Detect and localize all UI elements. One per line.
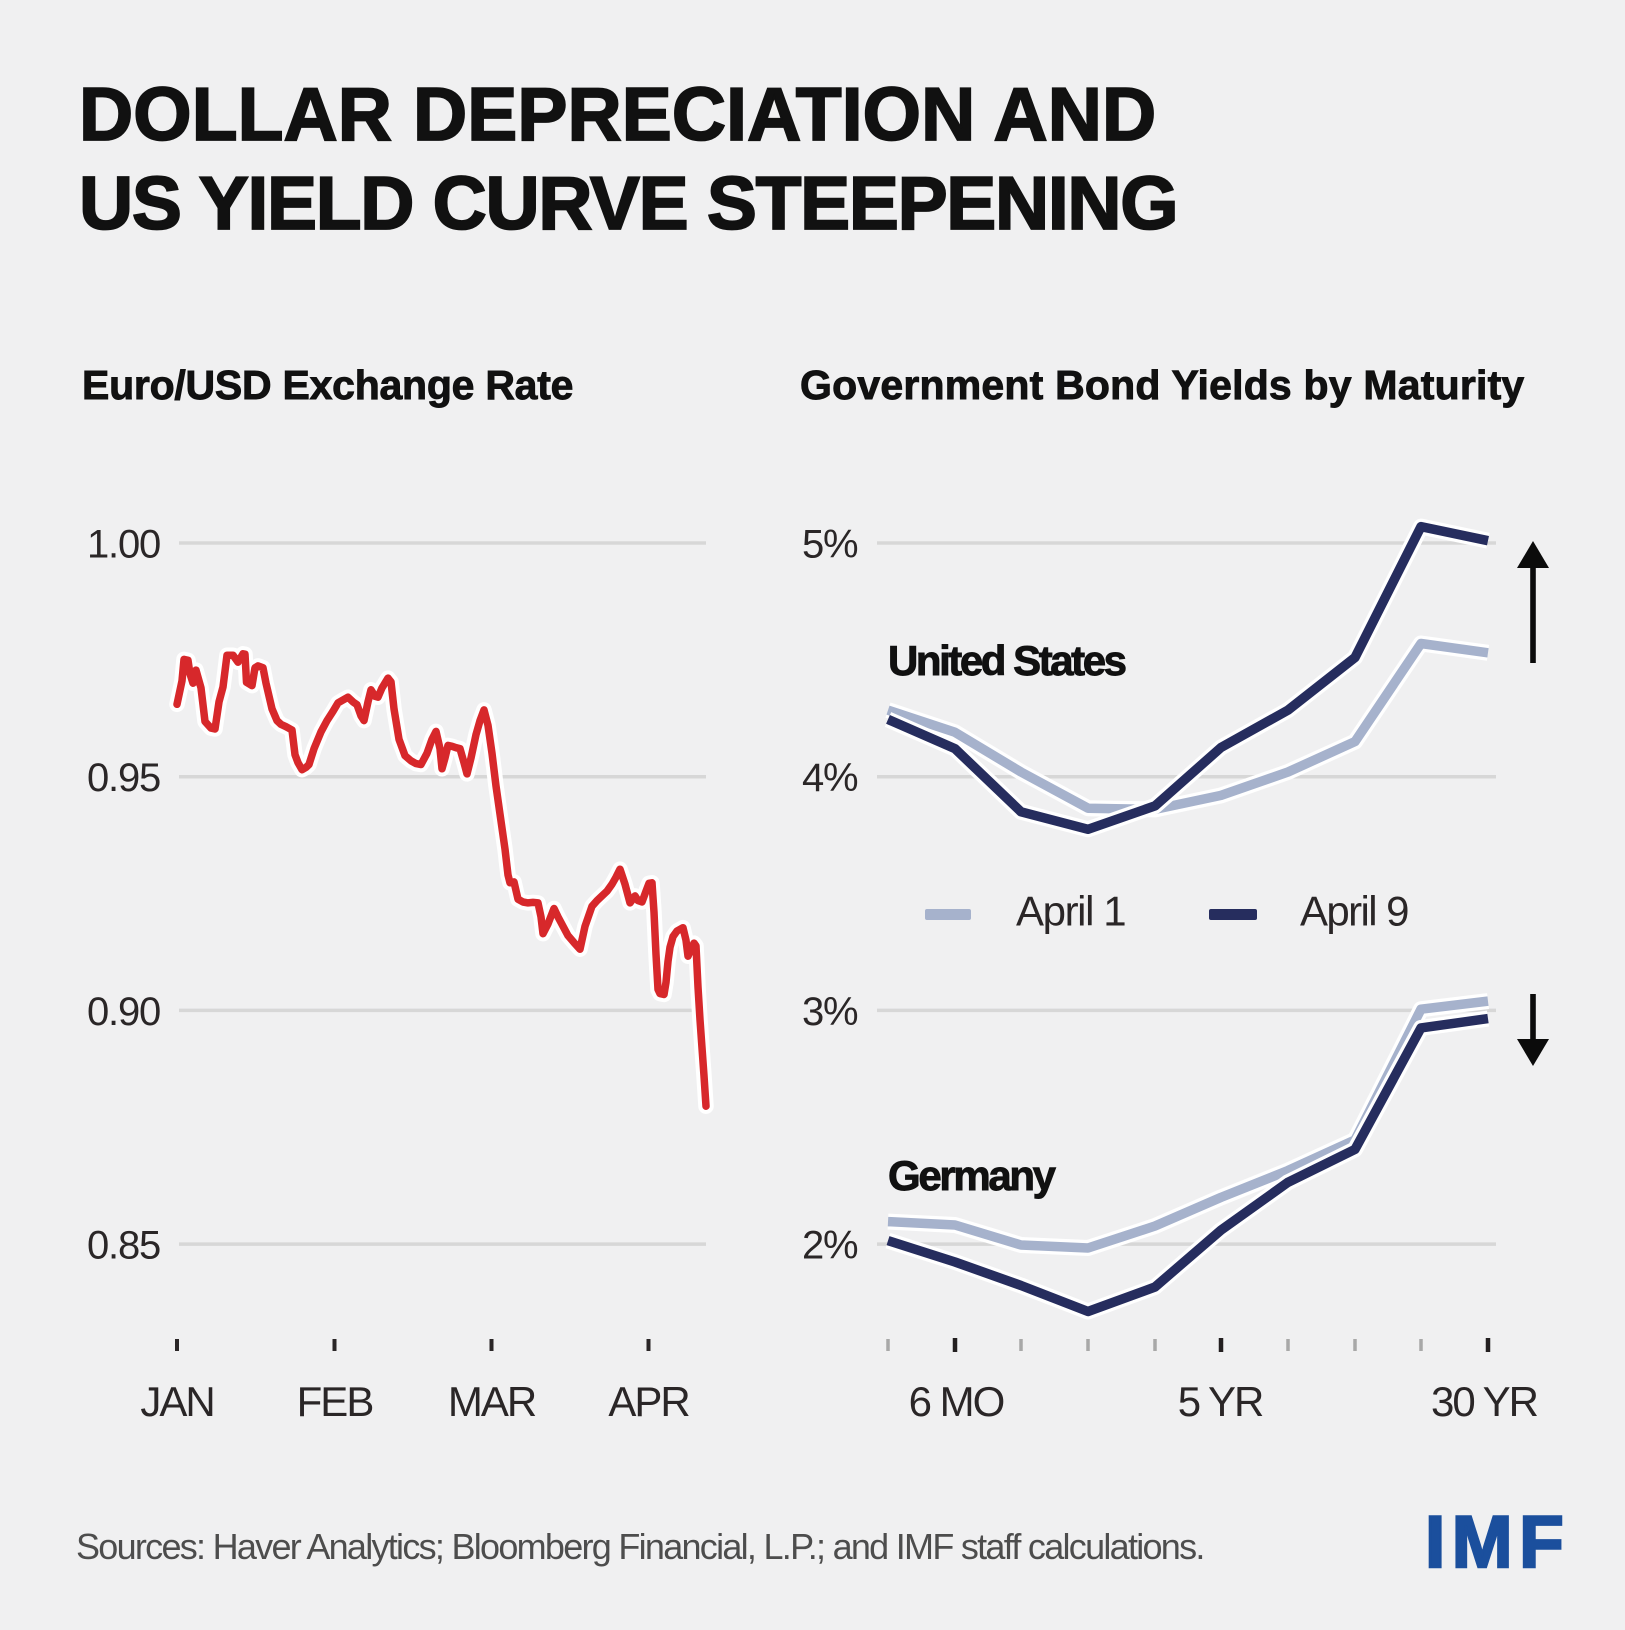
svg-text:5 YR: 5 YR [1178, 1378, 1263, 1425]
svg-text:0.95: 0.95 [87, 756, 160, 800]
svg-text:Euro/USD Exchange Rate: Euro/USD Exchange Rate [82, 362, 573, 408]
svg-text:0.90: 0.90 [87, 990, 160, 1034]
svg-text:Government Bond Yields by Matu: Government Bond Yields by Maturity [800, 362, 1524, 408]
svg-text:30 YR: 30 YR [1431, 1378, 1538, 1425]
svg-text:Germany: Germany [888, 1152, 1057, 1199]
svg-text:2%: 2% [802, 1224, 858, 1268]
svg-text:3%: 3% [802, 990, 858, 1034]
svg-text:6 MO: 6 MO [909, 1378, 1004, 1425]
svg-text:1.00: 1.00 [87, 523, 160, 567]
svg-text:US YIELD CURVE STEEPENING: US YIELD CURVE STEEPENING [79, 161, 1177, 245]
svg-text:Sources: Haver Analytics; Bloo: Sources: Haver Analytics; Bloomberg Fina… [76, 1526, 1204, 1567]
svg-text:4%: 4% [802, 756, 858, 800]
svg-text:APR: APR [608, 1378, 689, 1425]
svg-text:DOLLAR DEPRECIATION AND: DOLLAR DEPRECIATION AND [79, 72, 1156, 156]
svg-text:0.85: 0.85 [87, 1224, 160, 1268]
svg-text:MAR: MAR [448, 1378, 536, 1425]
svg-text:April 9: April 9 [1300, 888, 1408, 935]
svg-text:United States: United States [888, 637, 1126, 684]
svg-text:April 1: April 1 [1016, 888, 1125, 935]
svg-text:FEB: FEB [297, 1378, 373, 1425]
svg-text:IMF: IMF [1425, 1502, 1570, 1583]
svg-text:JAN: JAN [140, 1378, 213, 1425]
svg-text:5%: 5% [802, 523, 858, 567]
